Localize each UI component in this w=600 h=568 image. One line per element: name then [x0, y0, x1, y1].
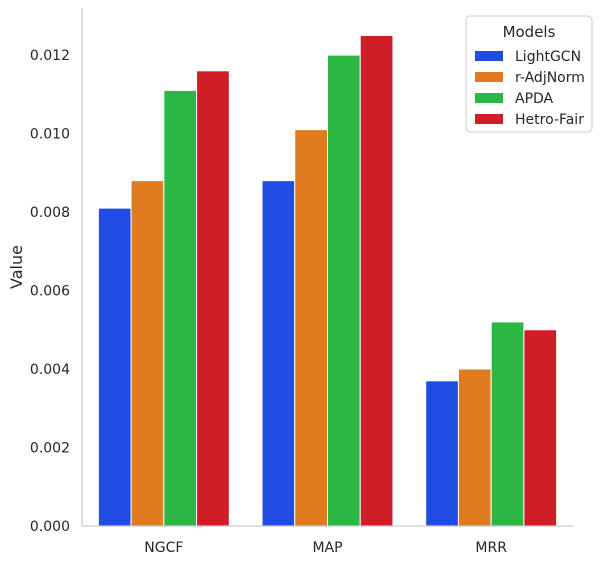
bar-apda-map [327, 54, 361, 527]
y-tick-label: 0.012 [30, 48, 70, 64]
y-tick-label: 0.004 [30, 362, 70, 378]
legend-title: Models [503, 23, 556, 41]
legend: Models LightGCN r-AdjNorm APDA Hetro-Fair [465, 15, 593, 133]
x-tick-label: MAP [312, 540, 342, 556]
bar-lightgcn-mrr [425, 380, 459, 527]
bar-lightgcn-ngcf [97, 207, 132, 527]
legend-swatch [475, 114, 503, 124]
bar-r-adjnorm-map [294, 129, 328, 527]
y-tick-label: 0.002 [30, 441, 70, 457]
bar-hetro-fair-mrr [523, 329, 558, 527]
y-tick-label: 0.000 [30, 519, 70, 535]
plot-area [97, 34, 558, 527]
y-ticks: 0.000 0.002 0.004 0.006 0.008 0.010 0.012 [30, 48, 70, 535]
legend-label: Hetro-Fair [515, 112, 584, 128]
legend-label: r-AdjNorm [515, 70, 585, 86]
legend-swatch [475, 93, 503, 103]
bar-hetro-fair-ngcf [196, 70, 230, 527]
x-tick-label: NGCF [144, 540, 183, 556]
y-tick-label: 0.008 [30, 205, 70, 221]
legend-label: APDA [515, 91, 554, 107]
legend-swatch [475, 51, 503, 61]
bar-lightgcn-map [261, 180, 296, 527]
legend-swatch [475, 72, 503, 82]
bar-apda-ngcf [163, 89, 198, 527]
x-tick-label: MRR [475, 540, 507, 556]
bar-hetro-fair-map [359, 34, 394, 527]
y-axis-label: Value [7, 245, 26, 289]
bar-apda-mrr [490, 321, 525, 527]
bar-r-adjnorm-ngcf [130, 180, 165, 527]
bar-r-adjnorm-mrr [457, 368, 492, 527]
legend-items: LightGCN r-AdjNorm APDA Hetro-Fair [475, 49, 585, 128]
x-ticks: NGCF MAP MRR [144, 540, 507, 556]
y-tick-label: 0.006 [30, 284, 70, 300]
legend-label: LightGCN [515, 49, 581, 65]
y-tick-label: 0.010 [30, 127, 70, 143]
